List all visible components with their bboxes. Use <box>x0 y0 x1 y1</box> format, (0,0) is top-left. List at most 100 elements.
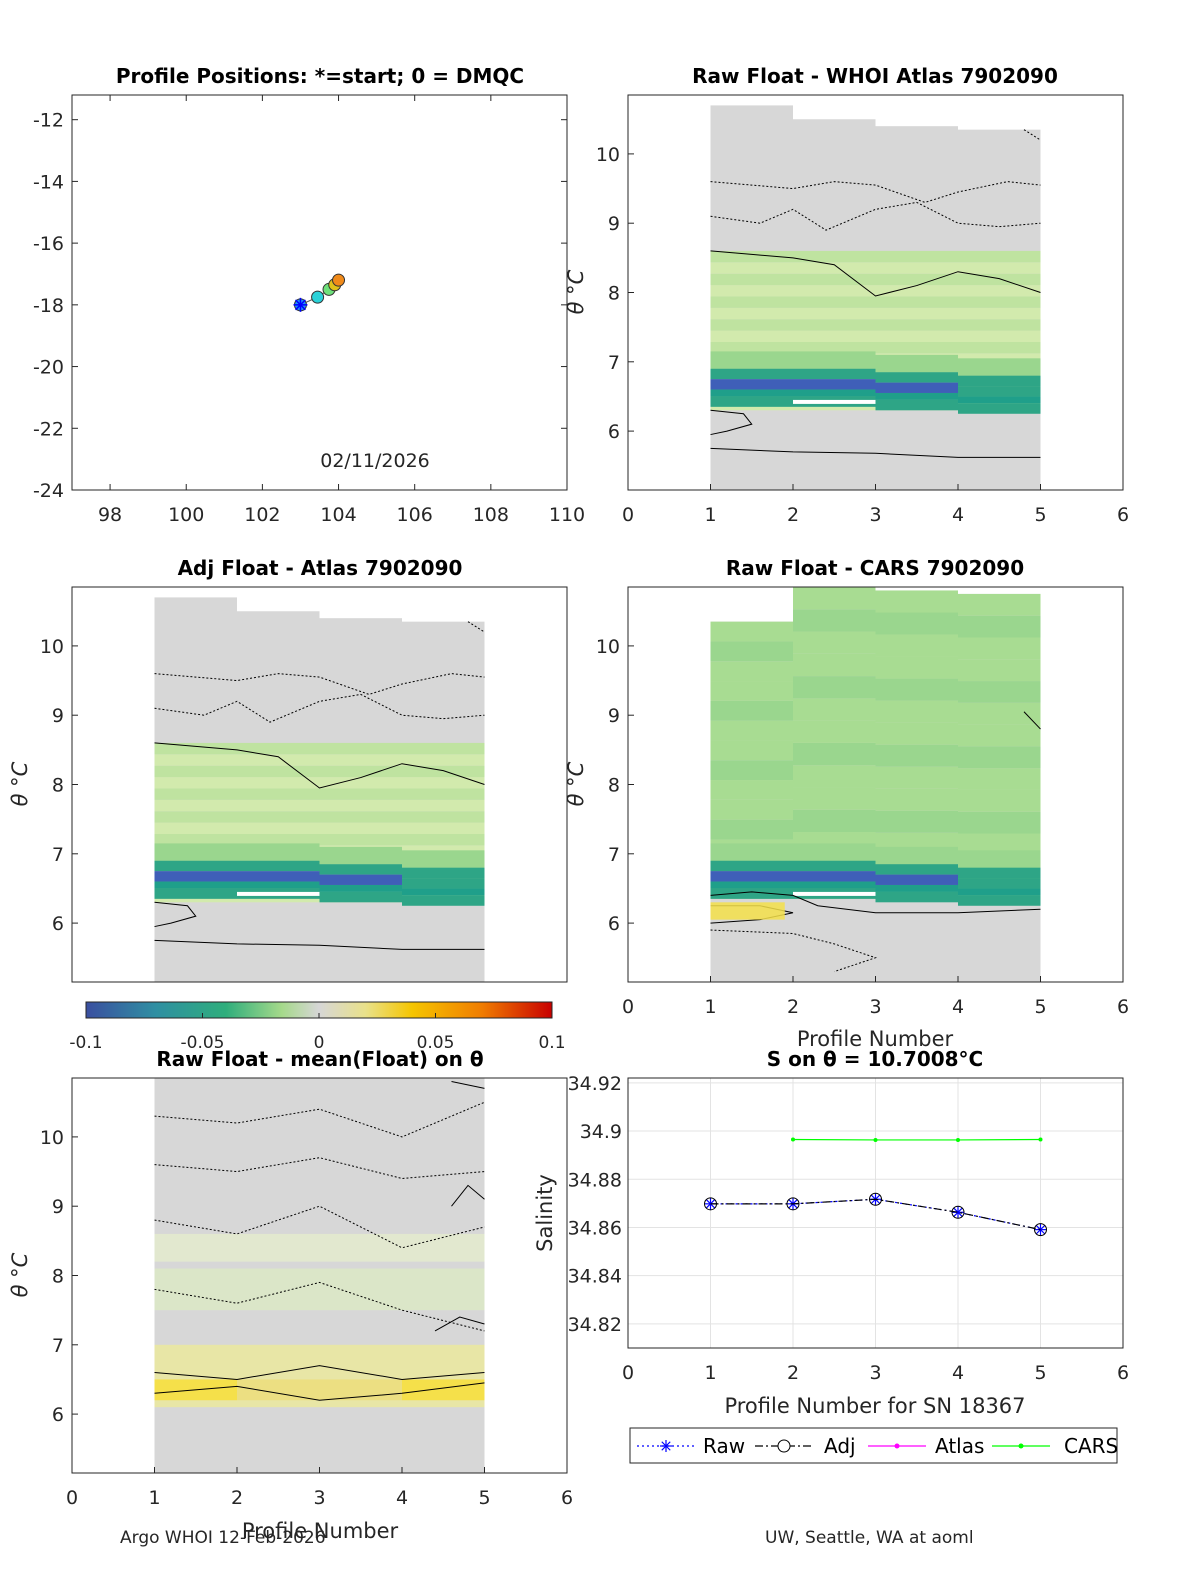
adj-white-band <box>237 891 320 896</box>
colorbar-tick-label: 0.05 <box>417 1033 455 1053</box>
whoi-band <box>875 319 958 331</box>
adj-band <box>319 777 402 789</box>
anom-xlabel: Profile Number <box>242 1519 399 1543</box>
whoi-band <box>793 250 876 263</box>
cars-core-band <box>875 874 958 885</box>
adj-core-band <box>402 850 485 868</box>
cars-band <box>710 681 793 701</box>
cars-x-tick-label: 0 <box>622 996 634 1018</box>
whoi-title: Raw Float - WHOI Atlas 7902090 <box>692 64 1058 88</box>
salinity-panel: S on θ = 10.7008°C 0 1 2 3 4 5 6 34.82 34.84 34.8… <box>533 1047 1129 1464</box>
anom-contour <box>154 1365 485 1380</box>
positions-start-star <box>293 297 308 312</box>
whoi-y-tick-label: 10 <box>596 144 620 166</box>
whoi-x-tick-label: 0 <box>622 504 634 526</box>
anom-band <box>319 1268 402 1311</box>
adj-title: Adj Float - Atlas 7902090 <box>178 556 463 580</box>
anom-contour <box>154 1281 485 1332</box>
cars-ylabel: θ °C <box>564 761 588 806</box>
adj-core-band <box>154 860 237 872</box>
whoi-band <box>958 262 1041 274</box>
whoi-core-band <box>958 396 1041 404</box>
cars-core-band <box>958 888 1041 896</box>
anom-field <box>154 1078 485 1473</box>
whoi-band <box>875 330 958 342</box>
anom-band <box>402 1233 485 1262</box>
whoi-x-tick-label: 2 <box>787 504 799 526</box>
whoi-band <box>710 296 793 308</box>
cars-band <box>793 631 876 654</box>
whoi-band <box>793 307 876 320</box>
whoi-core-band <box>875 399 958 411</box>
anom-band <box>319 1233 402 1262</box>
positions-point <box>332 273 346 287</box>
cars-x-tick-label: 1 <box>704 996 716 1018</box>
whoi-core-band <box>875 354 958 373</box>
adj-band <box>154 833 237 846</box>
cars-band <box>958 593 1041 616</box>
cars-band <box>710 799 793 820</box>
cars-core-band <box>875 864 958 875</box>
positions-y-tick-label: -14 <box>33 171 64 193</box>
salinity-series-adj-line <box>710 1198 1041 1231</box>
anom-band <box>237 1233 320 1262</box>
anom-band <box>154 1268 237 1311</box>
whoi-core-band <box>875 392 958 400</box>
cars-band <box>958 637 1041 660</box>
adj-band <box>237 754 320 766</box>
footer-left: Argo WHOI 12-Feb-2026 <box>120 1528 326 1548</box>
whoi-band <box>793 330 876 342</box>
salinity-x-tick-label: 3 <box>869 1362 881 1384</box>
salinity-ylabel: Salinity <box>533 1174 557 1252</box>
whoi-band <box>710 330 793 342</box>
adj-band <box>237 765 320 778</box>
cars-band <box>875 678 958 701</box>
adj-core-band <box>319 884 402 892</box>
anom-ylabel: θ °C <box>8 1252 32 1297</box>
salinity-series-raw-point <box>952 1206 964 1219</box>
adj-ylabel: θ °C <box>8 761 32 806</box>
cars-band <box>710 760 793 781</box>
salinity-x-tick-label: 4 <box>952 1362 964 1384</box>
salinity-legend-cars-marker <box>1018 1443 1024 1449</box>
anom-y-tick-label: 6 <box>52 1404 64 1426</box>
anom-x-tick-label: 0 <box>66 1487 78 1509</box>
salinity-xlabel: Profile Number for SN 18367 <box>724 1394 1025 1418</box>
cars-band <box>793 742 876 766</box>
salinity-x-tick-label: 6 <box>1117 1362 1129 1384</box>
cars-band <box>875 612 958 635</box>
salinity-legend-adj-label: Adj <box>824 1434 856 1458</box>
adj-band <box>402 754 485 766</box>
cars-field <box>710 587 1041 982</box>
whoi-band <box>958 330 1041 342</box>
whoi-band <box>793 273 876 286</box>
cars-band <box>793 609 876 632</box>
whoi-band <box>958 250 1041 263</box>
adj-band <box>319 765 402 778</box>
adj-core-band <box>154 881 237 889</box>
adj-contour <box>154 693 485 723</box>
cars-band <box>793 653 876 677</box>
whoi-core-band <box>793 389 876 397</box>
cars-x-tick-label: 6 <box>1117 996 1129 1018</box>
colorbar-ticks: -0.1 -0.05 0 0.05 0.1 <box>69 1013 566 1053</box>
cars-band <box>710 661 793 682</box>
cars-band <box>875 700 958 723</box>
adj-core-band <box>154 843 237 861</box>
cars-band <box>793 698 876 721</box>
positions-y-tick-label: -24 <box>33 480 64 502</box>
adj-band <box>402 799 485 812</box>
positions-x-tick-label: 108 <box>473 504 509 526</box>
cars-core-band <box>710 860 793 872</box>
salinity-series-adj-point <box>1034 1223 1047 1237</box>
whoi-x-tick-label: 5 <box>1034 504 1046 526</box>
adj-contour <box>154 939 485 950</box>
adj-band <box>154 811 237 823</box>
colorbar: -0.1 -0.05 0 0.05 0.1 <box>69 1001 566 1053</box>
anom-x-tick-label: 5 <box>478 1487 490 1509</box>
salinity-x-tick-label: 1 <box>704 1362 716 1384</box>
whoi-band <box>710 285 793 297</box>
adj-band <box>402 811 485 823</box>
anom-x-tick-label: 1 <box>148 1487 160 1509</box>
whoi-band <box>710 250 793 263</box>
